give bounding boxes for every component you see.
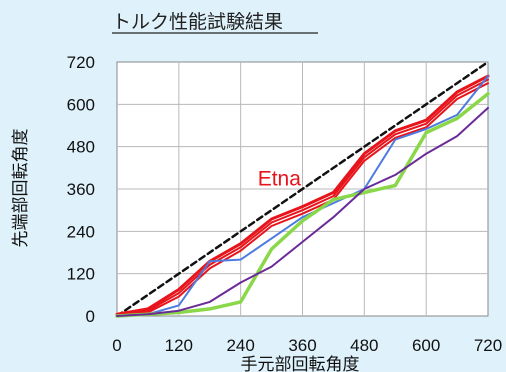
- series-line-2: [115, 74, 490, 316]
- y-tick-label: 600: [67, 95, 95, 114]
- y-tick-labels: 0 120 240 360 480 600 720: [67, 53, 95, 326]
- x-tick-label: 600: [412, 336, 440, 355]
- chart-title-group: トルク性能試験結果: [112, 11, 318, 34]
- x-tick-label: 120: [165, 336, 193, 355]
- y-tick-label: 0: [86, 307, 95, 326]
- series-line-1: [115, 60, 490, 318]
- series-line-6: [115, 92, 490, 318]
- y-tick-label: 120: [67, 265, 95, 284]
- y-axis-label: 先端部回転角度: [11, 129, 30, 248]
- y-tick-label: 480: [67, 138, 95, 157]
- x-tick-label: 480: [350, 336, 378, 355]
- x-tick-label: 720: [474, 336, 502, 355]
- y-tick-label: 360: [67, 180, 95, 199]
- series-line-7: [116, 106, 489, 317]
- y-tick-label: 720: [67, 53, 95, 72]
- x-tick-label: 360: [288, 336, 316, 355]
- series-line-3: [116, 78, 489, 316]
- chart-title: トルク性能試験結果: [112, 11, 283, 33]
- series-line-5: [116, 75, 489, 317]
- x-axis-label: 手元部回転角度: [241, 355, 360, 372]
- etna-annotation: Etna: [258, 167, 302, 190]
- series-group: [115, 60, 490, 318]
- x-tick-label: 240: [226, 336, 254, 355]
- series-line-4: [116, 82, 489, 317]
- x-tick-label: 0: [112, 336, 121, 355]
- x-tick-labels: 0 120 240 360 480 600 720: [112, 336, 502, 355]
- y-tick-label: 240: [67, 222, 95, 241]
